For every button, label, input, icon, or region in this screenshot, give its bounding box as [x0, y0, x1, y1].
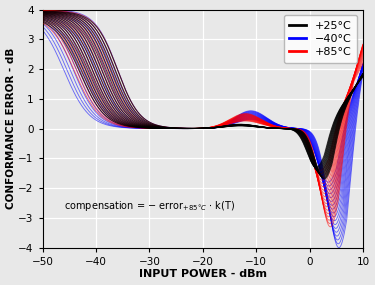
Text: compensation = $-$ error$_{+85°C}$ $\cdot$ k(T): compensation = $-$ error$_{+85°C}$ $\cdo… — [64, 199, 235, 213]
Legend: +25°C, −40°C, +85°C: +25°C, −40°C, +85°C — [284, 15, 357, 63]
X-axis label: INPUT POWER - dBm: INPUT POWER - dBm — [139, 269, 267, 280]
Y-axis label: CONFORMANCE ERROR - dB: CONFORMANCE ERROR - dB — [6, 48, 15, 209]
